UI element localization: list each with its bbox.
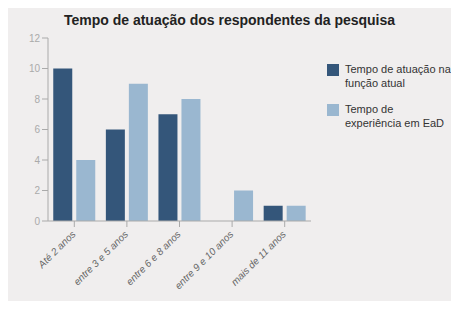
svg-text:6: 6 <box>34 124 40 135</box>
svg-text:12: 12 <box>29 33 41 44</box>
svg-text:2: 2 <box>34 185 40 196</box>
svg-text:entre 6 e 8 anos: entre 6 e 8 anos <box>124 229 183 288</box>
svg-text:10: 10 <box>29 63 41 74</box>
svg-text:entre 9 e 10 anos: entre 9 e 10 anos <box>173 229 236 292</box>
html-text:Tempo de experiência em EaD: Tempo de experiência em EaD <box>345 103 445 129</box>
svg-text:4: 4 <box>34 155 40 166</box>
svg-text:0: 0 <box>34 216 40 227</box>
html-text:Tempo de atuação dos responden: Tempo de atuação dos respondentes da pes… <box>63 12 396 28</box>
svg-text:mais de 11 anos: mais de 11 anos <box>229 229 288 288</box>
svg-text:Até 2 anos: Até 2 anos <box>35 229 77 271</box>
html-text:Tempo de atuação na função atu: Tempo de atuação na função atual <box>345 63 451 89</box>
svg-text:8: 8 <box>34 94 40 105</box>
svg-text:entre 3 e 5 anos: entre 3 e 5 anos <box>71 229 130 288</box>
